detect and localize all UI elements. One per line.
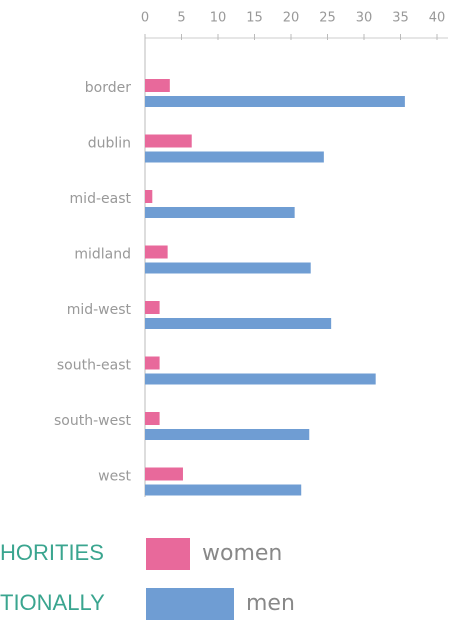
x-tick-label: 35: [392, 11, 409, 26]
bar: [145, 190, 153, 203]
legend-label: men: [246, 591, 295, 616]
bar: [145, 429, 310, 440]
x-tick-label: 15: [246, 11, 263, 26]
bar: [145, 484, 302, 496]
bar: [145, 301, 160, 314]
category-label: south-east: [57, 358, 132, 374]
category-label: mid-west: [67, 302, 132, 318]
bar: [145, 373, 376, 385]
bar: [145, 467, 183, 481]
category-label: mid-east: [70, 191, 132, 207]
annotation: HORITIES: [0, 540, 104, 565]
legend-label: women: [202, 541, 282, 566]
bar: [145, 151, 324, 163]
bar: [145, 356, 160, 370]
x-tick-label: 25: [319, 11, 336, 26]
category-label: midland: [74, 247, 131, 263]
category-label: border: [85, 80, 131, 96]
bar: [145, 262, 311, 274]
x-tick-label: 0: [141, 11, 149, 26]
bar: [145, 245, 168, 259]
x-tick-label: 40: [429, 11, 446, 26]
category-label: west: [98, 469, 131, 485]
annotation: TIONALLY: [0, 590, 105, 615]
bar: [145, 79, 170, 92]
bar: [145, 134, 192, 148]
bar: [145, 96, 405, 107]
bar: [145, 207, 295, 218]
category-label: dublin: [88, 136, 131, 152]
legend-swatch: [146, 588, 234, 620]
category-label: south-west: [54, 413, 132, 429]
x-tick-label: 5: [177, 11, 185, 26]
bar: [145, 412, 160, 425]
legend-swatch: [146, 538, 190, 570]
x-tick-label: 10: [210, 11, 227, 26]
x-tick-label: 20: [283, 11, 300, 26]
x-tick-label: 30: [356, 11, 373, 26]
bar: [145, 318, 332, 329]
